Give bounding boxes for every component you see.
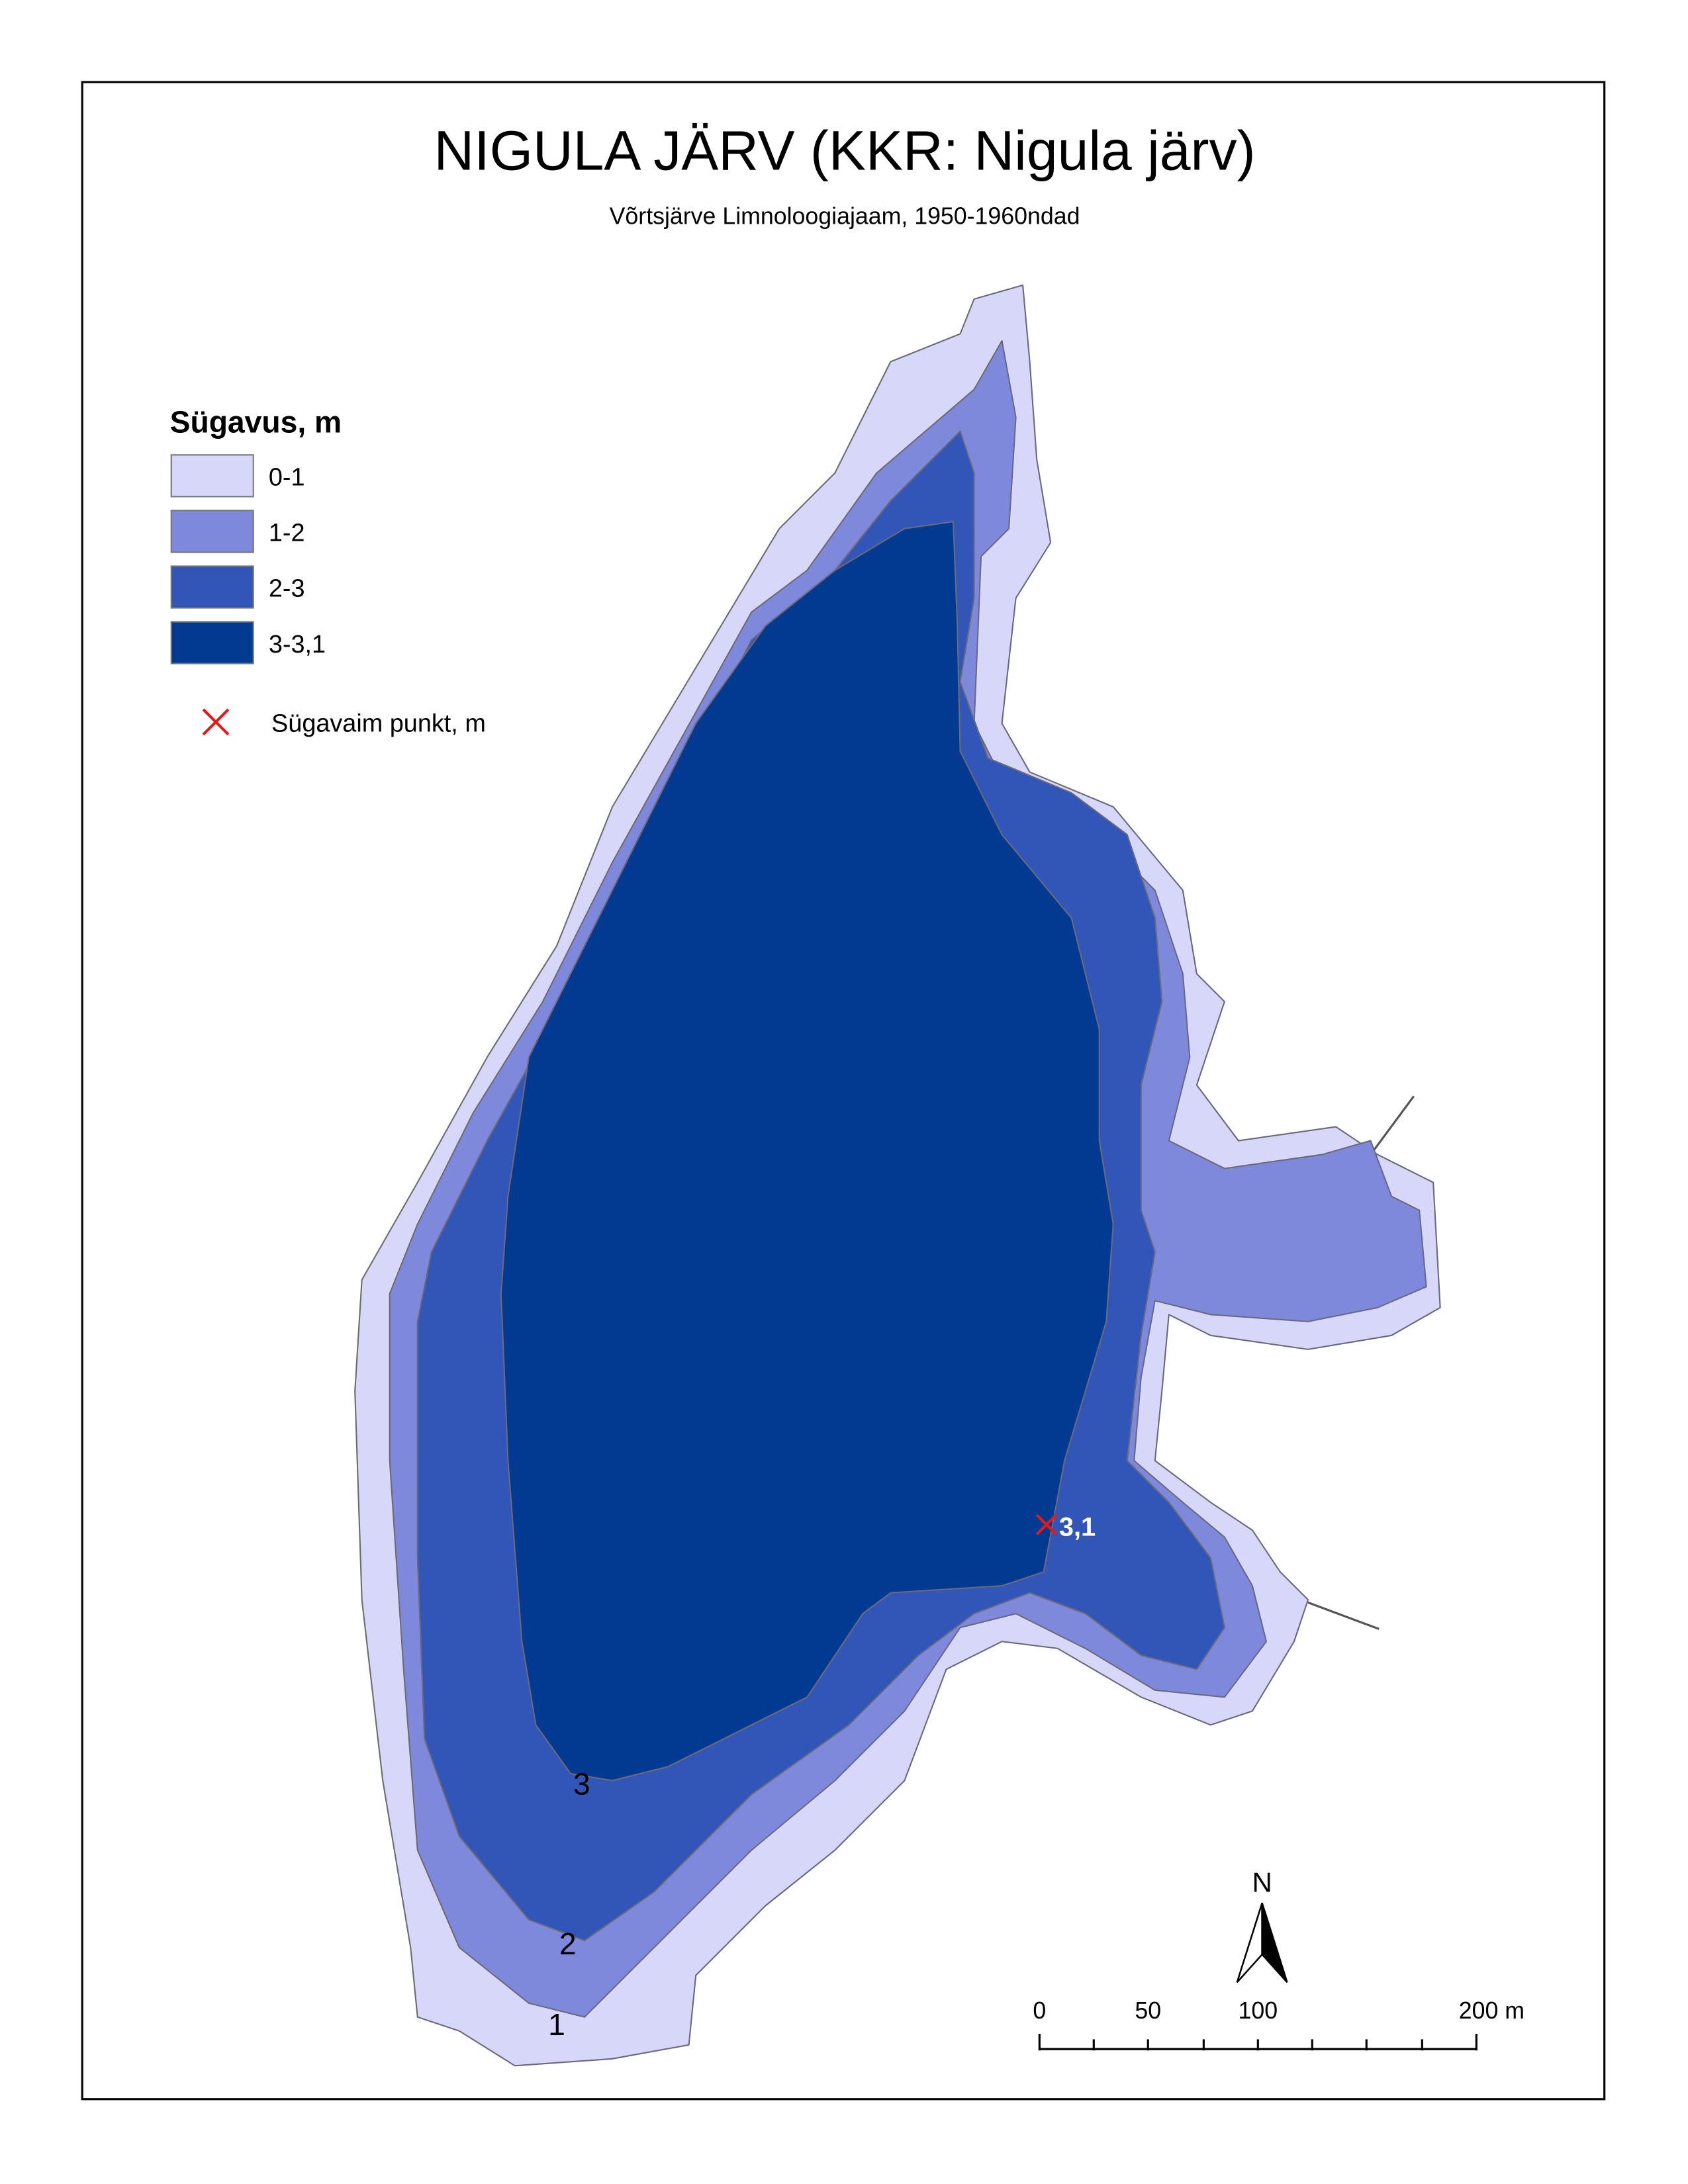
contour-label: 1 [548,2007,565,2042]
depth-zone [500,521,1114,1782]
legend-label: 0-1 [269,464,305,492]
legend-title: Sügavus, m [170,405,342,439]
legend-label: 3-3,1 [269,631,326,659]
contour-label: 2 [559,1927,577,1961]
north-arrow: N [1236,1867,1288,1983]
legend-label: Sügavaim punkt, m [271,710,486,738]
legend-label: 2-3 [269,575,305,603]
legend: Sügavus, m 0-1 1-2 2-3 3-3,1 Sügavaim pu… [170,405,486,738]
outlet [1307,1601,1380,1630]
inlet [1370,1095,1415,1156]
scale-bar [1038,2033,1477,2051]
frame [81,81,1606,2101]
legend-deepest-marker [202,708,230,736]
scale-label: 100 [1239,1997,1278,2024]
deepest-value: 3,1 [1059,1513,1096,1542]
legend-swatch [170,565,254,609]
legend-swatch [170,454,254,498]
legend-label: 1-2 [269,520,305,547]
scale-label: 50 [1135,1997,1161,2024]
scale-label: 0 [1033,1997,1046,2024]
north-label: N [1252,1867,1272,1898]
subtitle: Võrtsjärve Limnoloogiajaam, 1950-1960nda… [610,203,1080,229]
contour-label: 3 [573,1766,590,1801]
deepest-marker [1035,1514,1058,1535]
scale-label: 200 m [1459,1997,1524,2024]
legend-swatch [170,510,254,553]
title: NIGULA JÄRV (KKR: Nigula järv) [434,119,1256,181]
legend-swatch [170,621,254,664]
